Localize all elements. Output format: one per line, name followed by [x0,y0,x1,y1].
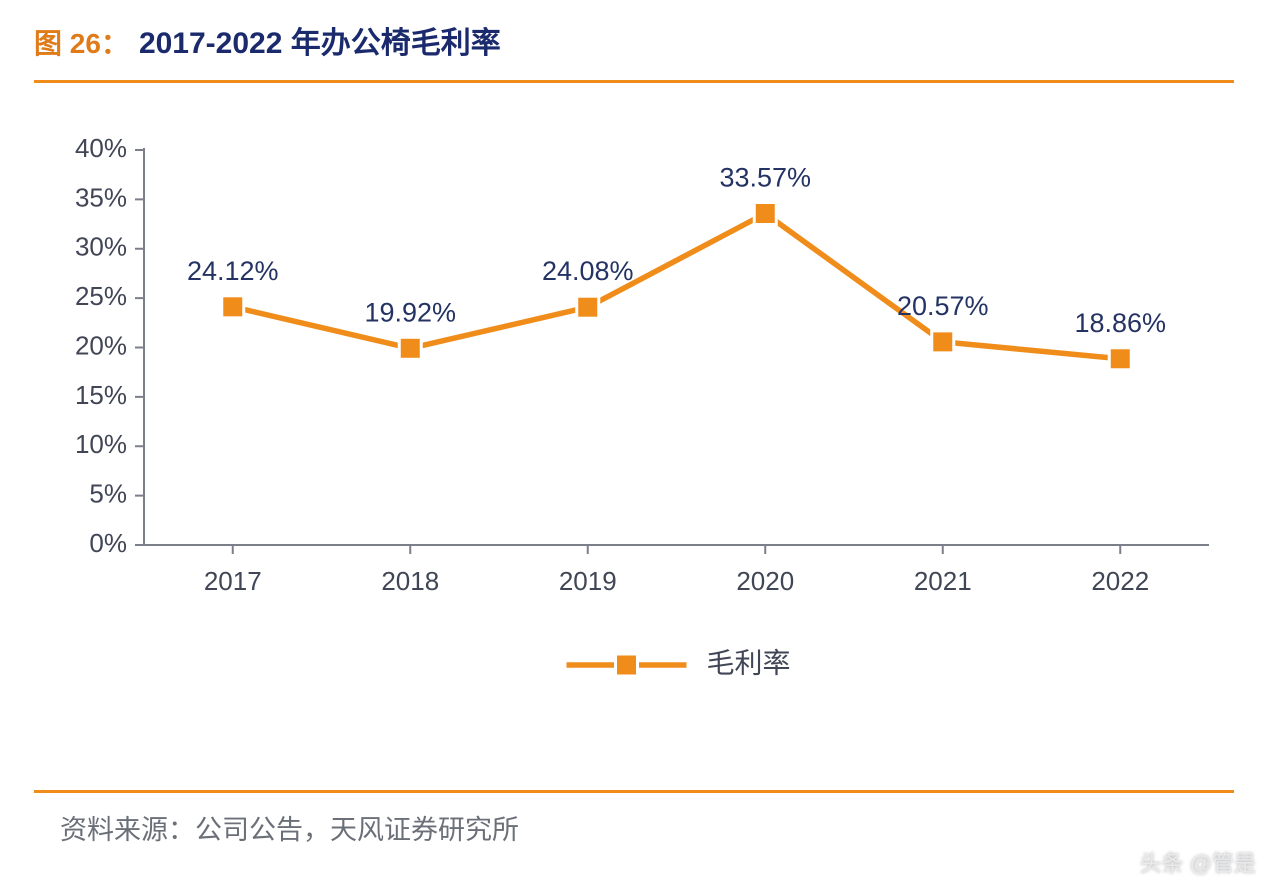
line-series [222,202,1132,369]
data-marker [399,337,421,359]
data-marker [577,296,599,318]
line-chart: 0%5%10%15%20%25%30%35%40% 20172018201920… [34,110,1229,730]
bottom-rule [34,790,1234,793]
y-tick-label: 30% [75,232,127,262]
series-line [233,213,1121,358]
data-label: 33.57% [719,162,811,192]
legend-marker [616,654,638,676]
y-tick-label: 25% [75,281,127,311]
y-tick-label: 40% [75,133,127,163]
legend: 毛利率 [567,647,791,678]
chart-title: 2017-2022 年办公椅毛利率 [139,18,501,62]
data-marker [1109,348,1131,370]
x-tick-label: 2019 [559,566,617,596]
x-tick-label: 2022 [1091,566,1149,596]
data-labels: 24.12% 19.92% 24.08% 33.57% 20.57% 18.86% [187,162,1166,337]
chart-area: 0%5%10%15%20%25%30%35%40% 20172018201920… [34,110,1229,730]
data-label: 24.12% [187,256,279,286]
data-marker [932,331,954,353]
y-tick-label: 35% [75,182,127,212]
x-axis: 2017 2018 2019 2020 2021 2022 [144,545,1209,596]
y-tick-label: 15% [75,380,127,410]
chart-title-prefix: 图 26： [34,22,129,62]
y-tick-label: 10% [75,429,127,459]
x-tick-label: 2017 [204,566,262,596]
x-tick-label: 2021 [914,566,972,596]
x-tick-label: 2018 [381,566,439,596]
data-label: 24.08% [542,256,634,286]
y-tick-label: 5% [89,479,127,509]
watermark: 头条 @管是 [1140,846,1256,878]
y-tick-label: 0% [89,528,127,558]
source-text: 资料来源：公司公告，天风证券研究所 [60,808,519,847]
legend-label: 毛利率 [707,647,791,678]
chart-title-row: 图 26： 2017-2022 年办公椅毛利率 [34,18,1234,62]
data-label: 19.92% [364,297,456,327]
data-marker [754,202,776,224]
data-label: 18.86% [1074,308,1166,338]
x-tick-label: 2020 [736,566,794,596]
y-axis: 0% 5% 10% 15% 20% 25% 30% 35% 40% [75,133,144,558]
figure-header: 图 26： 2017-2022 年办公椅毛利率 [34,18,1234,83]
y-tick-label: 20% [75,330,127,360]
title-rule [34,80,1234,83]
data-label: 20.57% [897,291,989,321]
data-marker [222,296,244,318]
